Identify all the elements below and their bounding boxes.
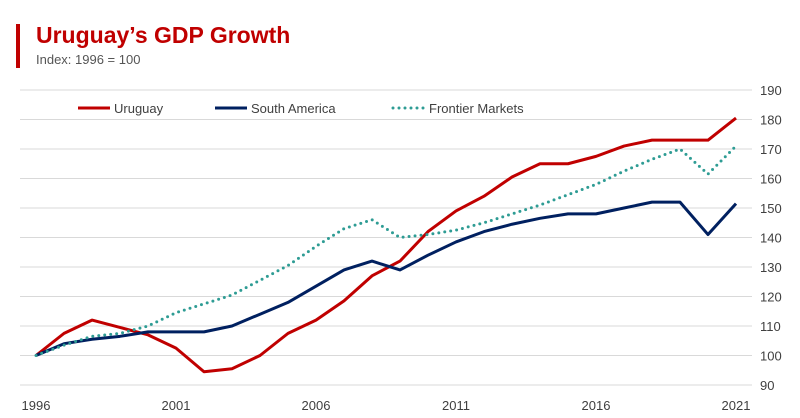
x-tick-label: 1996 (22, 398, 51, 413)
y-tick-label: 130 (760, 260, 782, 275)
y-tick-label: 160 (760, 172, 782, 187)
series-line-south-america (35, 200, 738, 357)
y-tick-label: 180 (760, 113, 782, 128)
y-tick-label: 190 (760, 83, 782, 98)
series-line-uruguay (35, 116, 737, 374)
x-tick-label: 2001 (162, 398, 191, 413)
y-tick-label: 90 (760, 378, 774, 393)
x-tick-label: 2016 (582, 398, 611, 413)
y-tick-label: 150 (760, 201, 782, 216)
x-tick-label: 2011 (442, 398, 470, 413)
series-line-frontier-markets (34, 144, 738, 357)
y-tick-label: 100 (760, 349, 782, 364)
chart-title: Uruguay’s GDP Growth (36, 22, 291, 48)
legend-label: Uruguay (114, 101, 164, 116)
x-tick-label: 2021 (722, 398, 751, 413)
x-tick-label: 2006 (302, 398, 331, 413)
legend-label: Frontier Markets (429, 101, 524, 116)
y-tick-label: 170 (760, 142, 782, 157)
legend-label: South America (251, 101, 336, 116)
y-tick-label: 120 (760, 290, 782, 305)
y-tick-label: 110 (760, 319, 781, 334)
chart-subtitle: Index: 1996 = 100 (36, 52, 141, 67)
y-tick-label: 140 (760, 231, 782, 246)
title-accent-bar (16, 24, 20, 68)
